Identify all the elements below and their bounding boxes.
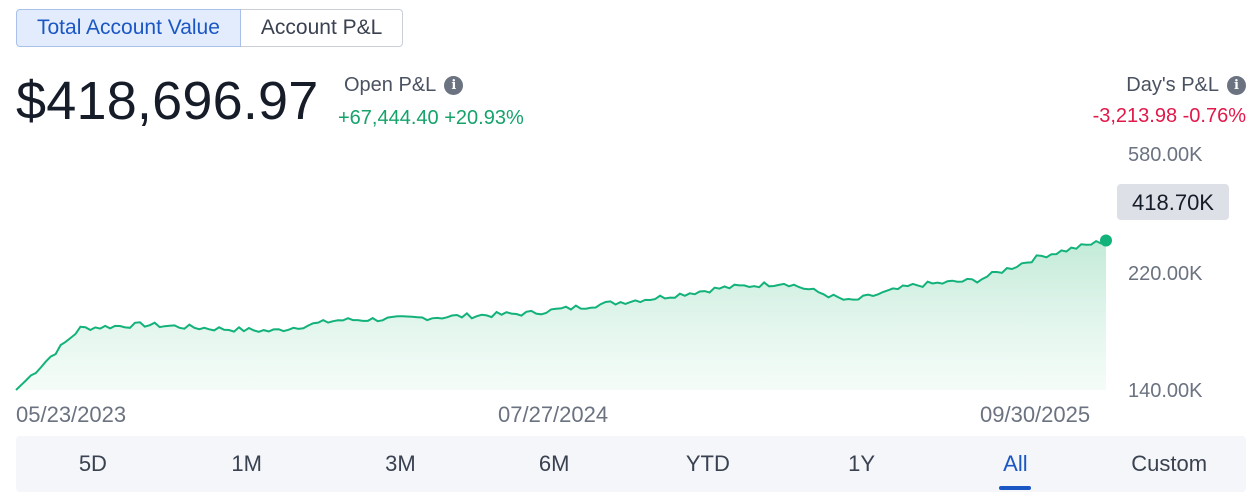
open-pl-value: +67,444.40 +20.93% (338, 107, 524, 129)
current-value-dot (1100, 234, 1112, 247)
y-tick-label: 580.00K (1128, 144, 1203, 166)
x-tick-label: 07/27/2024 (498, 402, 609, 427)
range-1m-button[interactable]: 1M (231, 451, 262, 476)
current-value-label: 418.70K (1132, 190, 1214, 215)
days-pl-label: Day's P&L (1126, 74, 1219, 96)
range-6m-button[interactable]: 6M (538, 451, 570, 476)
current-value-badge (1117, 184, 1229, 220)
info-icon[interactable]: i (444, 76, 464, 95)
info-icon[interactable]: i (1227, 76, 1246, 95)
tab-account-pl[interactable]: Account P&L (240, 9, 404, 47)
days-pl-header: Day's P&L i (1126, 74, 1246, 97)
account-value-chart[interactable]: 580.00K 220.00K 140.00K 418.70K (0, 140, 1252, 400)
open-pl-header: Open P&L i (344, 74, 464, 97)
time-range-selector: 5D 1M 3M 6M YTD 1Y All Custom (16, 436, 1246, 492)
view-tabs: Total Account Value Account P&L (16, 9, 404, 47)
tab-total-account-value[interactable]: Total Account Value (16, 9, 241, 47)
open-pl-label: Open P&L (344, 74, 437, 96)
total-account-value: $418,696.97 (16, 71, 319, 131)
range-1y-button[interactable]: 1Y (848, 451, 876, 476)
x-tick-label: 05/23/2023 (16, 402, 127, 427)
range-custom-button[interactable]: Custom (1131, 451, 1208, 476)
y-tick-label: 220.00K (1128, 263, 1203, 285)
chart-area (16, 240, 1106, 390)
range-all-button[interactable]: All (939, 436, 1093, 492)
y-tick-label: 140.00K (1128, 380, 1203, 400)
range-3m-button[interactable]: 3M (385, 451, 416, 476)
range-ytd-button[interactable]: YTD (685, 451, 730, 476)
chart-line (15, 239, 1107, 391)
days-pl-value: -3,213.98 -0.76% (1092, 105, 1246, 127)
range-5d-button[interactable]: 5D (78, 451, 107, 476)
x-tick-label: 09/30/2025 (980, 402, 1091, 427)
